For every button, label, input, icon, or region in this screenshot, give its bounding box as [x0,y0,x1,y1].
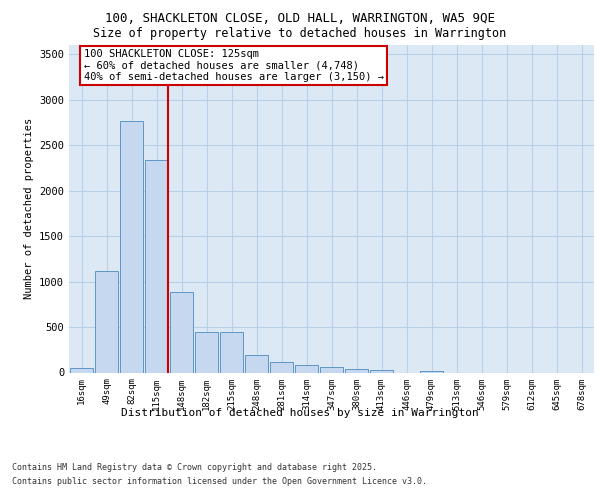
Y-axis label: Number of detached properties: Number of detached properties [23,118,34,300]
Text: Contains HM Land Registry data © Crown copyright and database right 2025.: Contains HM Land Registry data © Crown c… [12,462,377,471]
Text: Distribution of detached houses by size in Warrington: Distribution of detached houses by size … [121,408,479,418]
Bar [295,365,318,372]
Text: Contains public sector information licensed under the Open Government Licence v3: Contains public sector information licen… [12,478,427,486]
Bar [320,368,343,372]
Bar [370,370,393,372]
Bar [95,270,118,372]
Bar [345,369,368,372]
Bar [420,371,443,372]
Bar [245,355,268,372]
Bar [120,120,143,372]
Text: Size of property relative to detached houses in Warrington: Size of property relative to detached ho… [94,28,506,40]
Bar [145,160,168,372]
Bar [70,368,93,372]
Bar [220,332,243,372]
Bar [195,332,218,372]
Text: 100, SHACKLETON CLOSE, OLD HALL, WARRINGTON, WA5 9QE: 100, SHACKLETON CLOSE, OLD HALL, WARRING… [105,12,495,26]
Bar [170,292,193,372]
Bar [270,362,293,372]
Text: 100 SHACKLETON CLOSE: 125sqm
← 60% of detached houses are smaller (4,748)
40% of: 100 SHACKLETON CLOSE: 125sqm ← 60% of de… [83,48,383,82]
